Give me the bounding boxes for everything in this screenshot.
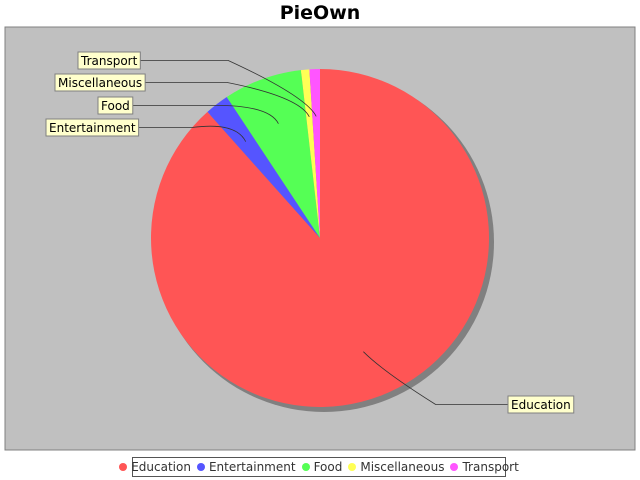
pie-label-text-transport: Transport bbox=[80, 54, 138, 68]
chart-title: PieOwn bbox=[279, 2, 361, 24]
pie-label-entertainment: Entertainment bbox=[45, 118, 140, 137]
legend-swatch bbox=[301, 463, 310, 471]
legend: Education Entertainment Food Miscellaneous T… bbox=[119, 457, 519, 477]
pie-label-transport: Transport bbox=[77, 51, 141, 70]
legend-label: Food bbox=[313, 460, 343, 474]
leader-line-entertainment bbox=[138, 125, 247, 142]
leader-line-education bbox=[363, 351, 508, 405]
leader-line-transport bbox=[140, 60, 317, 117]
leader-line-miscellaneous bbox=[145, 82, 310, 117]
legend-item-miscellaneous: Miscellaneous bbox=[348, 460, 444, 474]
pie-slice-transport bbox=[309, 69, 320, 238]
legend-swatch bbox=[450, 463, 459, 471]
legend-label: Transport bbox=[462, 460, 519, 474]
pie-label-text-miscellaneous: Miscellaneous bbox=[58, 76, 142, 90]
pie-slice-food bbox=[226, 70, 320, 239]
legend-item-transport: Transport bbox=[450, 460, 519, 474]
pie-label-box bbox=[97, 96, 134, 115]
legend-item-entertainment: Entertainment bbox=[196, 460, 296, 474]
pie-label-box bbox=[45, 118, 140, 137]
legend-swatch bbox=[348, 463, 357, 471]
pie-label-education: Education bbox=[507, 395, 575, 414]
pie-chart: Education Entertainment Food Miscellaneous T… bbox=[4, 26, 636, 451]
pie-label-miscellaneous: Miscellaneous bbox=[54, 73, 146, 92]
pie-label-box bbox=[77, 51, 141, 70]
pie-slice-entertainment bbox=[207, 97, 320, 238]
legend-swatch bbox=[196, 463, 205, 471]
pie-label-text-food: Food bbox=[101, 99, 130, 113]
pie-label-text-entertainment: Entertainment bbox=[49, 121, 136, 135]
pie-label-text-education: Education bbox=[511, 398, 571, 412]
pie-label-box bbox=[54, 73, 146, 92]
legend-label: Miscellaneous bbox=[360, 460, 445, 474]
legend-label: Entertainment bbox=[208, 460, 296, 474]
pie-label-food: Food bbox=[97, 96, 134, 115]
legend-item-education: Education bbox=[119, 460, 191, 474]
leader-line-food bbox=[132, 104, 279, 124]
legend-item-food: Food bbox=[301, 460, 343, 474]
pie-label-box bbox=[507, 395, 575, 414]
legend-swatch bbox=[119, 463, 128, 471]
legend-label: Education bbox=[131, 460, 191, 474]
